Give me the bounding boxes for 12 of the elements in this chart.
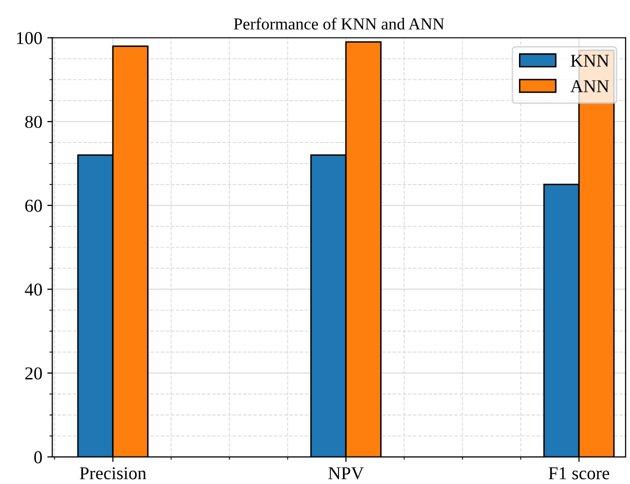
x-tick-label: NPV <box>328 467 364 480</box>
y-tick-label: 80 <box>25 116 42 128</box>
y-tick-label: 40 <box>24 283 42 296</box>
y-tick-label: 60 <box>25 200 42 212</box>
y-tick-label: 20 <box>25 367 42 380</box>
x-tick-label: F1 score <box>548 467 610 480</box>
y-tick-label: 0 <box>34 451 42 464</box>
legend-label: ANN <box>570 80 609 92</box>
legend-label: KNN <box>570 54 609 67</box>
chart-title: Performance of KNN and ANN <box>234 18 444 30</box>
y-tick-label: 100 <box>17 32 42 44</box>
x-tick-label: Precision <box>80 467 146 480</box>
